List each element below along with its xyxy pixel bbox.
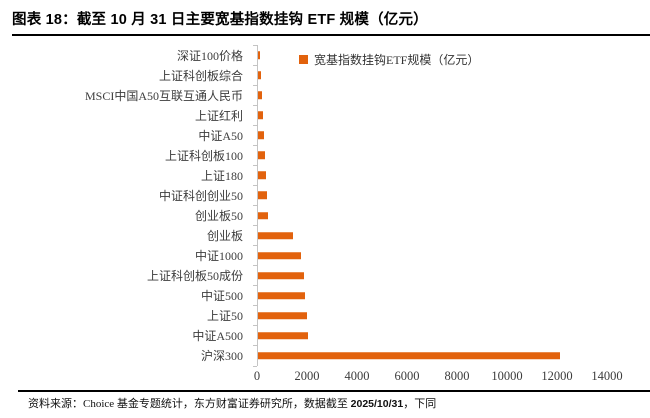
- x-axis-tick-label: 6000: [394, 369, 420, 383]
- category-label: 上证科创板综合: [158, 68, 243, 83]
- bar-row: [258, 326, 608, 346]
- bar-row: [258, 85, 608, 105]
- category-label: 创业板: [206, 229, 243, 244]
- y-axis-tick: [253, 345, 257, 347]
- bar: [258, 332, 309, 340]
- source-date: 2025/10/31: [350, 398, 404, 410]
- bar: [258, 151, 265, 160]
- category-label: 创业板50: [194, 209, 243, 224]
- category-label: 上证科创板50成份: [146, 269, 243, 284]
- y-axis-tick: [253, 104, 257, 106]
- bar: [258, 171, 266, 180]
- category-label: 中证1000: [194, 249, 243, 264]
- y-axis-tick: [253, 164, 257, 166]
- x-axis-tick-label: 2000: [294, 369, 320, 383]
- y-axis-tick: [253, 265, 257, 267]
- bar: [258, 292, 305, 300]
- bar-row: [258, 125, 608, 145]
- y-axis-tick: [253, 325, 257, 327]
- bar-row: [258, 226, 608, 246]
- footer-rule: [18, 390, 650, 392]
- y-axis-tick: [253, 44, 257, 46]
- x-axis-tick-label: 0: [253, 369, 261, 383]
- y-axis-tick: [253, 84, 257, 86]
- bar-row: [258, 206, 608, 226]
- y-axis-tick: [253, 124, 257, 126]
- bar-row: [258, 105, 608, 125]
- y-axis-tick: [253, 205, 257, 206]
- y-axis-tick: [253, 64, 257, 66]
- x-axis-tick-label: 12000: [541, 369, 573, 383]
- title-underline: [12, 34, 650, 36]
- source-note: 资料来源：Choice 基金专题统计，东方财富证券研究所，数据截至 2025/1…: [28, 395, 646, 411]
- y-axis-tick: [253, 144, 257, 146]
- bar: [258, 111, 263, 119]
- y-axis-tick: [253, 365, 257, 367]
- bar-row: [258, 306, 608, 326]
- bar: [258, 231, 293, 240]
- bar-row: [258, 185, 608, 205]
- x-axis-tick-label: 8000: [444, 369, 470, 383]
- category-label: 中证500: [200, 289, 243, 304]
- bar-row: [258, 266, 608, 286]
- category-label: 上证180: [200, 168, 243, 183]
- x-axis-tick-label: 4000: [344, 369, 370, 383]
- category-label: 上证红利: [194, 108, 243, 123]
- bar: [258, 191, 268, 200]
- bar: [258, 211, 268, 220]
- bar-row: [258, 45, 608, 65]
- bar: [258, 312, 307, 320]
- y-axis-tick: [253, 305, 257, 307]
- chart-legend: 宽基指数挂钩ETF规模（亿元）: [299, 51, 479, 68]
- y-axis-tick: [253, 184, 257, 186]
- plot-area: [253, 44, 608, 367]
- x-axis-tick-label: 14000: [591, 369, 623, 383]
- x-axis-tick-label: 10000: [491, 369, 523, 383]
- bar: [258, 131, 264, 140]
- legend-label: 宽基指数挂钩ETF规模（亿元）: [314, 53, 480, 67]
- category-label: 上证科创板100: [164, 148, 243, 163]
- bar: [258, 352, 560, 360]
- source-text-suffix: ，下同: [403, 398, 437, 410]
- bar: [258, 71, 261, 79]
- bar: [258, 91, 262, 99]
- page-title: 图表 18：截至 10 月 31 日主要宽基指数挂钩 ETF 规模（亿元）: [12, 12, 428, 28]
- bar: [258, 271, 304, 280]
- category-label: 中证A50: [198, 128, 243, 143]
- bar-row: [258, 145, 608, 165]
- y-axis-tick: [253, 225, 257, 227]
- bar-row: [258, 65, 608, 85]
- bar-row: [258, 346, 608, 366]
- category-label: 中证A500: [192, 329, 243, 344]
- category-label: 沪深300: [200, 349, 243, 364]
- category-label: 上证50: [206, 309, 243, 324]
- bar-row: [258, 286, 608, 306]
- category-label: 中证科创创业50: [158, 188, 243, 203]
- bar-row: [258, 165, 608, 185]
- legend-swatch-icon: [299, 55, 308, 64]
- bar: [258, 51, 260, 59]
- bar: [258, 251, 302, 260]
- source-text: 资料来源：Choice 基金专题统计，东方财富证券研究所，数据截至: [28, 398, 351, 410]
- bar-row: [258, 246, 608, 266]
- category-label: MSCI中国A50互联互通人民币: [84, 88, 243, 103]
- category-label: 深证100价格: [176, 48, 243, 63]
- y-axis-tick: [253, 245, 257, 247]
- y-axis-labels: 深证100价格上证科创板综合 MSCI中国A50互联互通人民币上证红利中证A50 上…: [0, 45, 250, 366]
- x-axis-labels: 0 2000 4000 6000 8000 10000 12000 14000: [253, 369, 623, 384]
- y-axis-tick: [253, 285, 257, 287]
